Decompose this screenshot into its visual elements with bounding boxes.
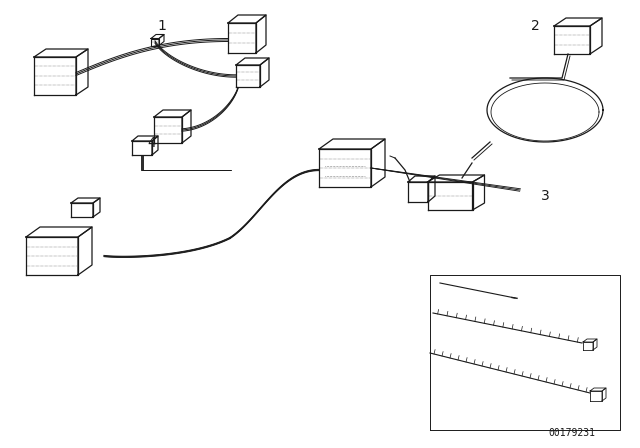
Text: 2: 2 [531, 19, 540, 33]
Text: 4: 4 [148, 136, 156, 150]
Text: 1: 1 [157, 19, 166, 33]
Text: 3: 3 [541, 189, 549, 203]
Text: 00179231: 00179231 [548, 428, 595, 438]
